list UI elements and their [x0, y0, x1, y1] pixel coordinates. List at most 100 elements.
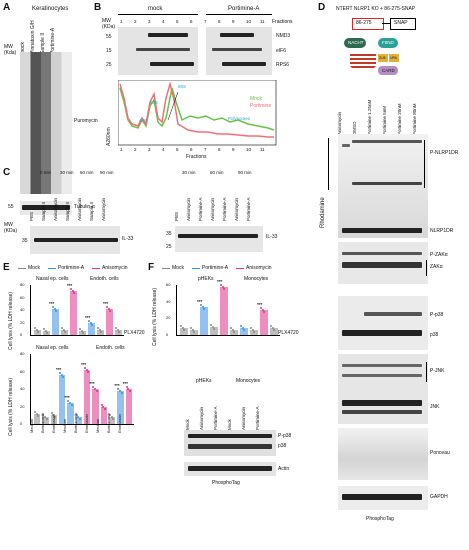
data-point: [46, 332, 49, 335]
data-point: [243, 329, 246, 332]
fraction-number: 10: [246, 147, 252, 152]
time-label: 30 min: [60, 170, 74, 175]
data-point: [44, 330, 47, 333]
card-domain: [378, 66, 398, 75]
bar: [117, 390, 124, 424]
fiind-domain: [378, 38, 398, 48]
y-axis-label: Cell lysis (% LDH release): [8, 377, 14, 436]
x-tick-label: Emricasan: [51, 414, 56, 433]
data-point: [233, 331, 236, 333]
data-point: [43, 416, 46, 418]
significance-marker: ***: [114, 382, 120, 388]
y-tick-label: 80: [20, 351, 25, 356]
x-axis: [30, 424, 134, 425]
data-point: [70, 404, 73, 406]
puromycin-label: Puromycin: [74, 118, 98, 124]
lane-label: Portimine-A: [213, 406, 218, 430]
data-point: [62, 376, 65, 378]
data-point: [98, 329, 101, 331]
lane-label: Sample II: [65, 201, 70, 221]
legend-portimine: Portimine: [250, 103, 272, 109]
p38-label: p38: [278, 443, 287, 449]
tubulin-label: Tubulin-α: [74, 204, 95, 210]
data-point: [263, 311, 266, 313]
lane-label: Portimine-A: [198, 197, 203, 221]
data-point: [79, 328, 81, 331]
lane-label: Portimine 20nM: [397, 103, 402, 135]
p-zak-label: P-ZAKα: [430, 252, 448, 258]
panel-e-top-chart: 0 20 40 60 80 *** *** *** ***: [20, 282, 124, 337]
data-point: [102, 405, 105, 408]
lane-label: Portimine 1.25nM: [367, 99, 372, 135]
y-tick-label: 40: [166, 298, 171, 304]
data-point: [241, 327, 244, 330]
data-point: [117, 387, 120, 390]
lane-label: Portimine-A: [246, 197, 251, 221]
nacht-domain: [344, 38, 366, 48]
fraction-number: 5: [176, 147, 179, 152]
data-point: [181, 327, 184, 330]
panel-c-letter: C: [3, 167, 11, 178]
data-point: [223, 287, 226, 290]
lane-label: Anisomycin: [210, 197, 215, 221]
panel-b-mw: MW (KDa): [102, 18, 116, 30]
p-p38-label: P-p38: [278, 433, 292, 439]
significance-marker: ***: [197, 298, 203, 304]
puromycin-blot: [20, 52, 72, 194]
panel-f-letter: F: [148, 262, 155, 273]
data-point: [42, 414, 45, 416]
bar: [84, 369, 91, 424]
legend-anisomycin: Anisomycin: [246, 265, 272, 271]
fraction-number: 3: [148, 147, 151, 152]
time-label: 90 min: [100, 170, 114, 175]
il33-blot-right: [175, 226, 263, 252]
data-point: [80, 330, 83, 333]
lane-label: Portimine-A: [50, 27, 56, 54]
fraction-number: 4: [162, 19, 165, 24]
fraction-number: 3: [148, 19, 151, 24]
construct-box-86-275: [352, 18, 384, 30]
gapdh-label: GAPDH: [430, 494, 448, 500]
y-tick-label: 0: [20, 421, 23, 426]
lane-label: Mock: [185, 419, 190, 430]
legend-mock: Mock: [250, 96, 262, 102]
mw-marker: 25: [106, 62, 112, 68]
domain-zu5: ZU5: [379, 56, 386, 60]
domain-fiind: FIIND: [382, 40, 394, 45]
x-tick-label: Medium: [62, 418, 67, 433]
significance-marker: ***: [67, 283, 73, 289]
y-tick-label: 0: [166, 332, 169, 337]
legend-anisomycin: Anisomycin: [102, 265, 128, 271]
time-label: 90 min: [238, 170, 252, 175]
bar: [270, 328, 278, 335]
data-point: [240, 325, 242, 328]
y-axis: [176, 285, 177, 335]
phosphotag-footer-d: PhosphoTag: [366, 516, 394, 522]
blot-group-phek: pHEKs: [196, 378, 212, 384]
lane-label: Sample II: [41, 201, 46, 221]
fraction-number: 1: [120, 19, 123, 24]
fraction-number: 4: [162, 147, 165, 152]
data-point: [77, 416, 80, 418]
bar: [125, 389, 132, 424]
bar: [106, 308, 113, 335]
bar: [52, 308, 59, 335]
y-tick-label: 60: [166, 282, 171, 287]
p38-blot: [338, 296, 428, 350]
plot-frame: [118, 80, 277, 146]
peak-60s: 60S: [150, 100, 159, 105]
data-point: [230, 327, 232, 329]
data-point: [50, 412, 53, 415]
protein-label: RPS6: [276, 62, 290, 68]
data-point: [190, 327, 192, 329]
data-point: [62, 329, 65, 331]
bar: [260, 310, 268, 335]
bar: [88, 322, 95, 335]
y-axis: [30, 285, 31, 335]
x-tick-label: Emricasan: [84, 414, 89, 433]
ponceau-label: Ponceau: [430, 450, 450, 456]
nlrp1dr-blot: [338, 134, 428, 238]
peak-polysomes: Polysomes: [228, 116, 251, 121]
data-point: [231, 329, 234, 331]
panel-b-letter: B: [94, 2, 102, 13]
